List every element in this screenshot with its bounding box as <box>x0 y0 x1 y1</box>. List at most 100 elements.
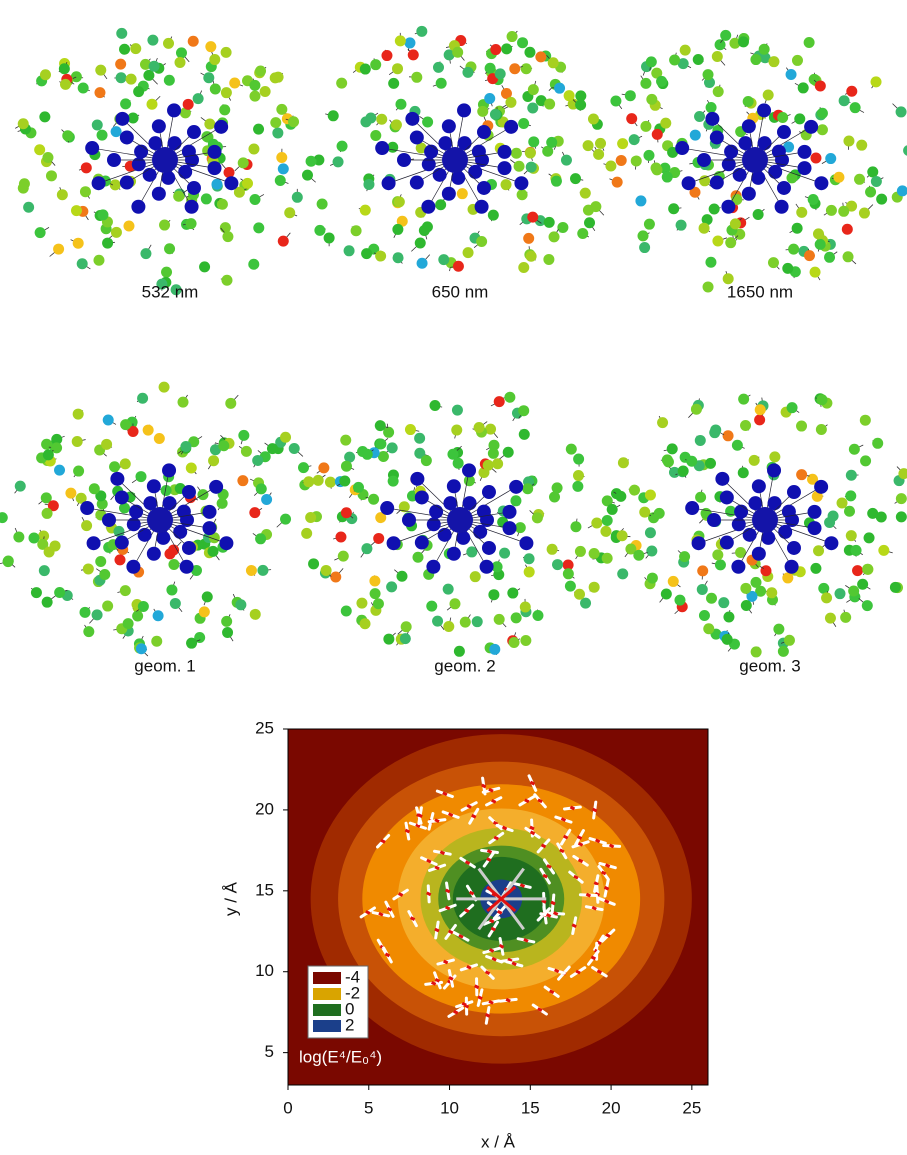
water-o <box>554 912 558 914</box>
atom <box>186 463 197 474</box>
atom <box>817 394 828 405</box>
atom <box>392 224 403 235</box>
atom <box>816 424 827 435</box>
atom <box>825 153 836 164</box>
atom <box>306 156 317 167</box>
atom <box>338 551 349 562</box>
x-axis-label: x / Å <box>481 1132 516 1151</box>
atom <box>724 145 738 159</box>
atom <box>59 63 70 74</box>
atom <box>272 127 283 138</box>
atom <box>557 222 568 233</box>
atom <box>646 546 657 557</box>
atom <box>543 254 554 265</box>
atom <box>528 136 539 147</box>
atom <box>842 224 853 235</box>
atom <box>107 153 121 167</box>
atom <box>186 638 197 649</box>
atom <box>734 505 748 519</box>
atom <box>369 576 380 587</box>
atom <box>867 166 878 177</box>
atom <box>396 571 407 582</box>
atom <box>715 559 726 570</box>
x-tick-label: 10 <box>440 1098 459 1117</box>
panel-label: 1650 nm <box>727 282 793 301</box>
atom <box>222 231 233 242</box>
atom <box>872 438 883 449</box>
atom <box>303 476 314 487</box>
atom <box>580 188 591 199</box>
atom <box>73 466 84 477</box>
atom <box>850 102 861 113</box>
atom <box>720 536 734 550</box>
atom <box>186 218 197 229</box>
atom <box>859 208 870 219</box>
atom <box>633 550 644 561</box>
atom <box>768 165 782 179</box>
atom <box>391 119 402 130</box>
atom <box>706 593 717 604</box>
y-tick-label: 20 <box>255 799 274 818</box>
atom <box>638 230 649 241</box>
atom <box>308 558 319 569</box>
atom <box>336 78 347 89</box>
water-o <box>446 890 450 892</box>
atom <box>15 481 26 492</box>
atom <box>442 119 456 133</box>
atom <box>635 195 646 206</box>
atom <box>415 490 429 504</box>
atom <box>209 54 220 65</box>
atom <box>164 243 175 254</box>
atom <box>639 242 650 253</box>
atom <box>344 245 355 256</box>
atom <box>712 235 723 246</box>
atom <box>871 76 882 87</box>
atom <box>80 186 91 197</box>
atom <box>532 512 543 523</box>
legend-swatch <box>313 1020 341 1032</box>
atom <box>754 414 765 425</box>
atom <box>495 68 506 79</box>
atom <box>147 547 161 561</box>
x-tick-label: 15 <box>521 1098 540 1117</box>
atom <box>577 228 588 239</box>
atom <box>120 98 131 109</box>
atom <box>660 118 671 129</box>
atom <box>292 192 303 203</box>
atom <box>109 461 120 472</box>
atom <box>149 61 160 72</box>
water-o <box>443 793 447 795</box>
water-o <box>435 867 439 869</box>
x-tick-label: 25 <box>682 1098 701 1117</box>
atom <box>720 30 731 41</box>
atom <box>854 174 865 185</box>
atom <box>477 125 491 139</box>
atom <box>116 28 127 39</box>
atom <box>267 443 278 454</box>
legend-swatch <box>313 988 341 1000</box>
water-o <box>605 887 609 889</box>
atom <box>759 44 770 55</box>
atom <box>782 263 793 274</box>
atom <box>526 251 537 262</box>
atom <box>89 483 100 494</box>
atom <box>438 528 452 542</box>
water-o <box>498 911 502 913</box>
atom <box>255 533 266 544</box>
atom <box>255 66 266 77</box>
atom <box>575 99 586 110</box>
water-o <box>486 1014 490 1016</box>
water-o <box>490 949 494 951</box>
atom <box>44 546 55 557</box>
atom <box>151 636 162 647</box>
water-o <box>605 900 609 902</box>
atom <box>410 130 424 144</box>
atom <box>657 417 668 428</box>
atom <box>646 56 657 67</box>
atom <box>156 531 170 545</box>
atom <box>725 237 736 248</box>
atom <box>674 595 685 606</box>
atom <box>462 67 473 78</box>
atom <box>549 492 560 503</box>
atom <box>460 617 471 628</box>
